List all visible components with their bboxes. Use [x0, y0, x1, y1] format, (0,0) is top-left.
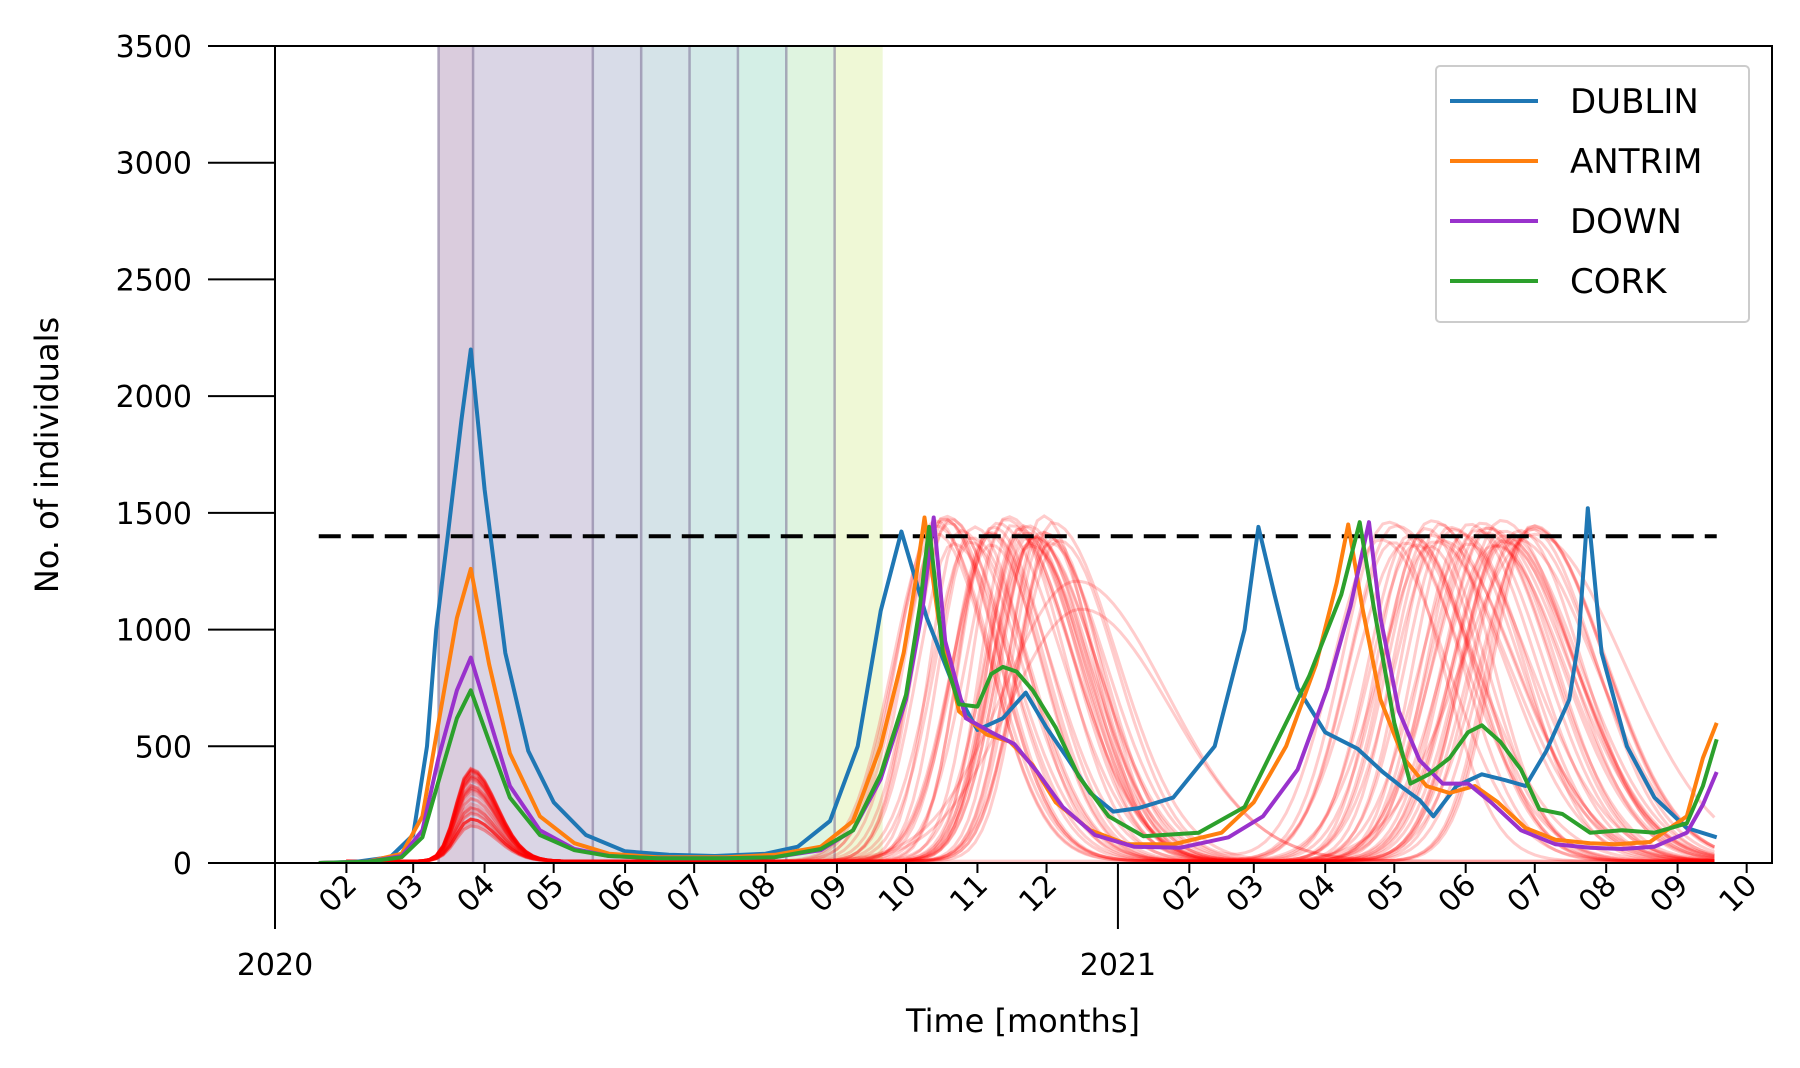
y-tick-label-1000: 1000 [116, 614, 192, 649]
intervention-phase-bands [437, 46, 883, 863]
simulation-run-18 [346, 518, 1715, 863]
series-line-dublin [318, 347, 1718, 863]
simulation-run-15 [346, 524, 1715, 863]
x-tick-label-2021-08-01: 08 [1572, 868, 1624, 920]
y-tick-label-1500: 1500 [116, 497, 192, 532]
simulation-run-22 [346, 540, 1715, 863]
simulation-run-26 [346, 521, 1715, 863]
x-tick-label-2021-02-01: 02 [1155, 868, 1207, 920]
legend: DUBLIN ANTRIM DOWN CORK [1435, 65, 1750, 323]
y-tick-label-0: 0 [173, 847, 192, 882]
simulation-run-8 [346, 536, 1715, 863]
simulation-run-6 [346, 541, 1715, 863]
simulation-run-36 [346, 514, 1715, 863]
simulation-run-3 [346, 525, 1715, 863]
y-axis: 0 500 1000 1500 2000 2500 3000 3500 [116, 30, 276, 882]
x-tick-label-2020-07-01: 07 [660, 868, 712, 920]
phase-band-6 [737, 46, 787, 863]
x-tick-label-2021-07-01: 07 [1501, 868, 1553, 920]
phase-band-7 [786, 46, 835, 863]
simulation-run-13 [346, 534, 1715, 863]
simulation-run-31 [346, 538, 1715, 863]
legend-label-antrim: ANTRIM [1570, 142, 1702, 182]
simulation-run-16 [346, 526, 1715, 863]
x-tick-label-2021-09-01: 09 [1643, 868, 1695, 920]
x-axis-title: Time [months] [905, 1002, 1140, 1040]
simulation-run-23 [346, 527, 1715, 863]
simulation-run-43 [346, 532, 1716, 863]
simulation-run-41 [346, 579, 1715, 863]
series-line-down [318, 515, 1719, 863]
x-tick-label-2020-10-01: 10 [872, 868, 924, 920]
y-tick-label-2500: 2500 [116, 263, 192, 298]
county-series [318, 347, 1719, 863]
y-axis-title: No. of individuals [28, 317, 66, 593]
x-tick-label-2021-06-01: 06 [1432, 868, 1484, 920]
simulation-run-4 [346, 531, 1715, 863]
phase-band-8 [834, 46, 883, 863]
x-tick-label-2020-08-01: 08 [731, 868, 783, 920]
simulation-run-28 [346, 518, 1715, 863]
phase-band-3 [592, 46, 642, 863]
simulation-run-24 [346, 532, 1716, 863]
y-tick-label-2000: 2000 [116, 380, 192, 415]
simulation-run-7 [346, 531, 1715, 863]
y-tick-label-500: 500 [135, 730, 192, 765]
simulation-run-39 [346, 524, 1716, 863]
simulation-run-32 [346, 528, 1715, 863]
simulation-run-19 [346, 521, 1715, 863]
x-tick-label-2020-12-01: 12 [1012, 868, 1064, 920]
x-tick-label-2021-05-01: 05 [1360, 868, 1412, 920]
series-line-cork [318, 520, 1719, 863]
simulation-run-42 [346, 607, 1715, 863]
x-tick-label-2021-03-01: 03 [1220, 868, 1272, 920]
x-tick-label-2020-02-01: 02 [312, 868, 364, 920]
x-tick-label-2020-03-01: 03 [379, 868, 431, 920]
simulation-run-38 [346, 524, 1715, 863]
y-tick-label-3000: 3000 [116, 147, 192, 182]
x-tick-label-2020-05-01: 05 [520, 868, 572, 920]
simulation-run-2 [346, 534, 1715, 863]
simulation-run-33 [346, 523, 1716, 863]
simulation-run-12 [346, 520, 1715, 863]
legend-label-dublin: DUBLIN [1570, 82, 1699, 122]
simulation-run-9 [346, 533, 1715, 863]
x-tick-label-2021: 2021 [1080, 948, 1156, 983]
x-tick-label-2020-06-01: 06 [591, 868, 643, 920]
phase-band-2 [473, 46, 593, 863]
legend-label-down: DOWN [1570, 202, 1682, 242]
simulation-run-5 [346, 521, 1715, 863]
x-tick-label-2021-04-01: 04 [1291, 868, 1343, 920]
x-tick-label-2020-04-01: 04 [450, 868, 502, 920]
simulation-run-30 [346, 536, 1715, 863]
simulation-run-25 [346, 532, 1715, 863]
x-tick-label-2020-09-01: 09 [803, 868, 855, 920]
simulation-run-10 [346, 528, 1715, 863]
simulation-run-34 [346, 527, 1715, 863]
legend-label-cork: CORK [1570, 262, 1668, 302]
phase-band-4 [641, 46, 690, 863]
phase-band-5 [689, 46, 738, 863]
simulation-run-37 [346, 524, 1715, 863]
legend-box [1435, 65, 1750, 323]
simulation-runs [346, 514, 1716, 863]
simulation-run-21 [346, 535, 1715, 863]
x-tick-label-2021-10-01: 10 [1713, 868, 1765, 920]
simulation-run-1 [346, 525, 1716, 863]
x-tick-label-2020-11-01: 11 [943, 868, 995, 920]
simulation-run-40 [346, 518, 1715, 863]
simulation-run-29 [346, 520, 1715, 863]
y-tick-label-3500: 3500 [116, 30, 192, 65]
x-tick-label-2020: 2020 [237, 948, 313, 983]
